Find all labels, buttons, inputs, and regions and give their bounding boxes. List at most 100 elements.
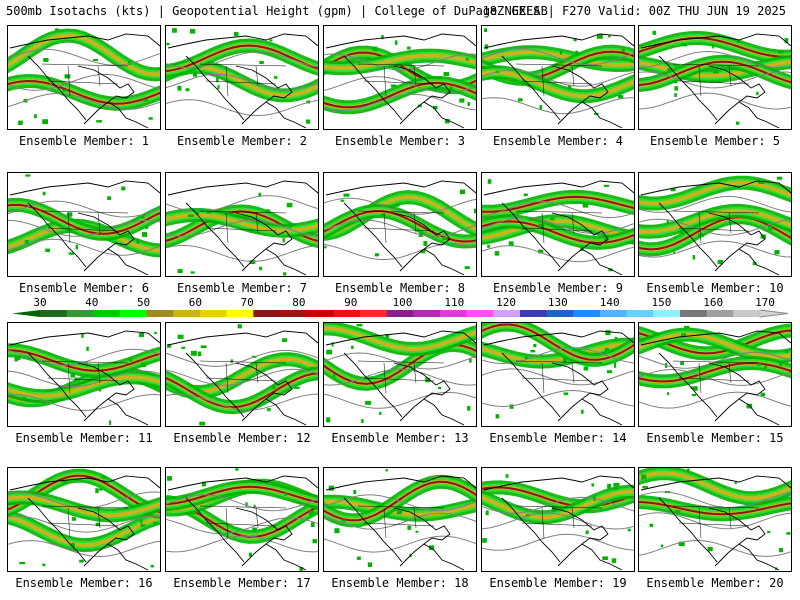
ensemble-map-15 bbox=[638, 322, 792, 427]
colorbar-swatch bbox=[360, 310, 388, 317]
isotach-map-image bbox=[324, 33, 476, 129]
colorbar-swatch bbox=[546, 310, 574, 317]
ensemble-member-label: Ensemble Member: 2 bbox=[176, 134, 308, 148]
isotach-map-image bbox=[8, 330, 160, 426]
ensemble-member-label: Ensemble Member: 8 bbox=[334, 281, 466, 295]
ensemble-map-7 bbox=[165, 172, 319, 277]
isotach-map-image bbox=[324, 468, 476, 571]
colorbar-low-arrow bbox=[12, 310, 40, 317]
colorbar-tick-label: 80 bbox=[292, 296, 306, 309]
ensemble-map-14 bbox=[481, 322, 635, 427]
colorbar-swatch bbox=[413, 310, 441, 317]
isotach-map-image bbox=[482, 474, 634, 571]
page-title: 500mb Isotachs (kts) | Geopotential Heig… bbox=[6, 4, 548, 18]
colorbar-tick-label: 70 bbox=[240, 296, 254, 309]
colorbar-tick-label: 30 bbox=[33, 296, 47, 309]
colorbar-swatch bbox=[226, 310, 254, 317]
ensemble-map-1 bbox=[7, 25, 161, 130]
isotach-map-image bbox=[324, 180, 476, 276]
isotach-map-image bbox=[482, 323, 634, 426]
colorbar-swatch bbox=[573, 310, 601, 317]
ensemble-map-10 bbox=[638, 172, 792, 277]
isotach-map-image bbox=[166, 28, 318, 129]
isotach-map-image bbox=[482, 179, 634, 276]
isotach-map-image bbox=[8, 174, 160, 276]
ensemble-member-label: Ensemble Member: 4 bbox=[492, 134, 624, 148]
colorbar-swatch bbox=[280, 310, 308, 317]
ensemble-member-label: Ensemble Member: 14 bbox=[489, 431, 627, 445]
isotach-map-image bbox=[8, 468, 160, 571]
ensemble-member-label: Ensemble Member: 6 bbox=[18, 281, 150, 295]
ensemble-map-17 bbox=[165, 467, 319, 572]
colorbar-swatch bbox=[40, 310, 68, 317]
isotach-map-image bbox=[639, 468, 791, 571]
isotach-map-image bbox=[8, 28, 160, 129]
ensemble-map-11 bbox=[7, 322, 161, 427]
ensemble-member-label: Ensemble Member: 15 bbox=[646, 431, 784, 445]
run-info: 18Z GEFS | F270 Valid: 00Z THU JUN 19 20… bbox=[482, 4, 786, 18]
ensemble-map-16 bbox=[7, 467, 161, 572]
colorbar-swatch bbox=[253, 310, 281, 317]
colorbar-swatch bbox=[120, 310, 148, 317]
speed-colorbar bbox=[12, 309, 789, 318]
colorbar-swatch bbox=[520, 310, 548, 317]
colorbar-swatch bbox=[466, 310, 494, 317]
colorbar-tick-label: 40 bbox=[85, 296, 99, 309]
colorbar-swatch bbox=[93, 310, 121, 317]
ensemble-map-2 bbox=[165, 25, 319, 130]
colorbar-high-arrow bbox=[759, 309, 789, 318]
colorbar-tick-label: 110 bbox=[444, 296, 465, 309]
isotach-map-image bbox=[639, 323, 791, 426]
ensemble-map-19 bbox=[481, 467, 635, 572]
colorbar-tick-label: 60 bbox=[188, 296, 202, 309]
colorbar-swatch bbox=[173, 310, 201, 317]
colorbar-tick-label: 140 bbox=[599, 296, 620, 309]
colorbar-swatch bbox=[200, 310, 228, 317]
colorbar-tick-label: 160 bbox=[703, 296, 724, 309]
ensemble-map-18 bbox=[323, 467, 477, 572]
colorbar-swatch bbox=[706, 310, 734, 317]
ensemble-map-20 bbox=[638, 467, 792, 572]
ensemble-map-5 bbox=[638, 25, 792, 130]
colorbar-swatch bbox=[386, 310, 414, 317]
colorbar-swatch bbox=[66, 310, 94, 317]
colorbar-swatch bbox=[146, 310, 174, 317]
ensemble-member-label: Ensemble Member: 17 bbox=[173, 576, 311, 590]
isotach-map-image bbox=[482, 28, 634, 129]
isotach-map-image bbox=[166, 180, 318, 276]
isotach-map-image bbox=[639, 175, 791, 276]
colorbar-tick-label: 170 bbox=[755, 296, 775, 309]
isotach-map-image bbox=[166, 468, 318, 571]
ensemble-map-8 bbox=[323, 172, 477, 277]
colorbar-tick-label: 130 bbox=[547, 296, 568, 309]
ensemble-map-9 bbox=[481, 172, 635, 277]
ensemble-member-label: Ensemble Member: 19 bbox=[489, 576, 627, 590]
ensemble-member-label: Ensemble Member: 7 bbox=[176, 281, 308, 295]
colorbar-swatch bbox=[306, 310, 334, 317]
ensemble-member-label: Ensemble Member: 12 bbox=[173, 431, 311, 445]
isotach-map-image bbox=[324, 323, 476, 426]
colorbar-tick-label: 150 bbox=[651, 296, 672, 309]
colorbar-tick-label: 100 bbox=[392, 296, 413, 309]
ensemble-member-label: Ensemble Member: 10 bbox=[646, 281, 784, 295]
colorbar-tick-label: 120 bbox=[496, 296, 516, 309]
colorbar-swatch bbox=[333, 310, 361, 317]
ensemble-map-6 bbox=[7, 172, 161, 277]
ensemble-member-label: Ensemble Member: 13 bbox=[331, 431, 469, 445]
ensemble-map-13 bbox=[323, 322, 477, 427]
ensemble-member-label: Ensemble Member: 1 bbox=[18, 134, 150, 148]
isotach-map-image bbox=[166, 324, 318, 426]
colorbar-swatch bbox=[733, 310, 761, 317]
ensemble-map-3 bbox=[323, 25, 477, 130]
ensemble-member-label: Ensemble Member: 18 bbox=[331, 576, 469, 590]
ensemble-member-label: Ensemble Member: 9 bbox=[492, 281, 624, 295]
colorbar-swatch bbox=[600, 310, 628, 317]
colorbar-swatch bbox=[626, 310, 654, 317]
ensemble-member-label: Ensemble Member: 20 bbox=[646, 576, 784, 590]
colorbar-swatch bbox=[653, 310, 681, 317]
ensemble-member-label: Ensemble Member: 16 bbox=[15, 576, 153, 590]
colorbar-tick-label: 50 bbox=[136, 296, 151, 309]
colorbar-swatch bbox=[680, 310, 708, 317]
ensemble-member-label: Ensemble Member: 5 bbox=[649, 134, 781, 148]
isotach-map-image bbox=[639, 30, 791, 129]
